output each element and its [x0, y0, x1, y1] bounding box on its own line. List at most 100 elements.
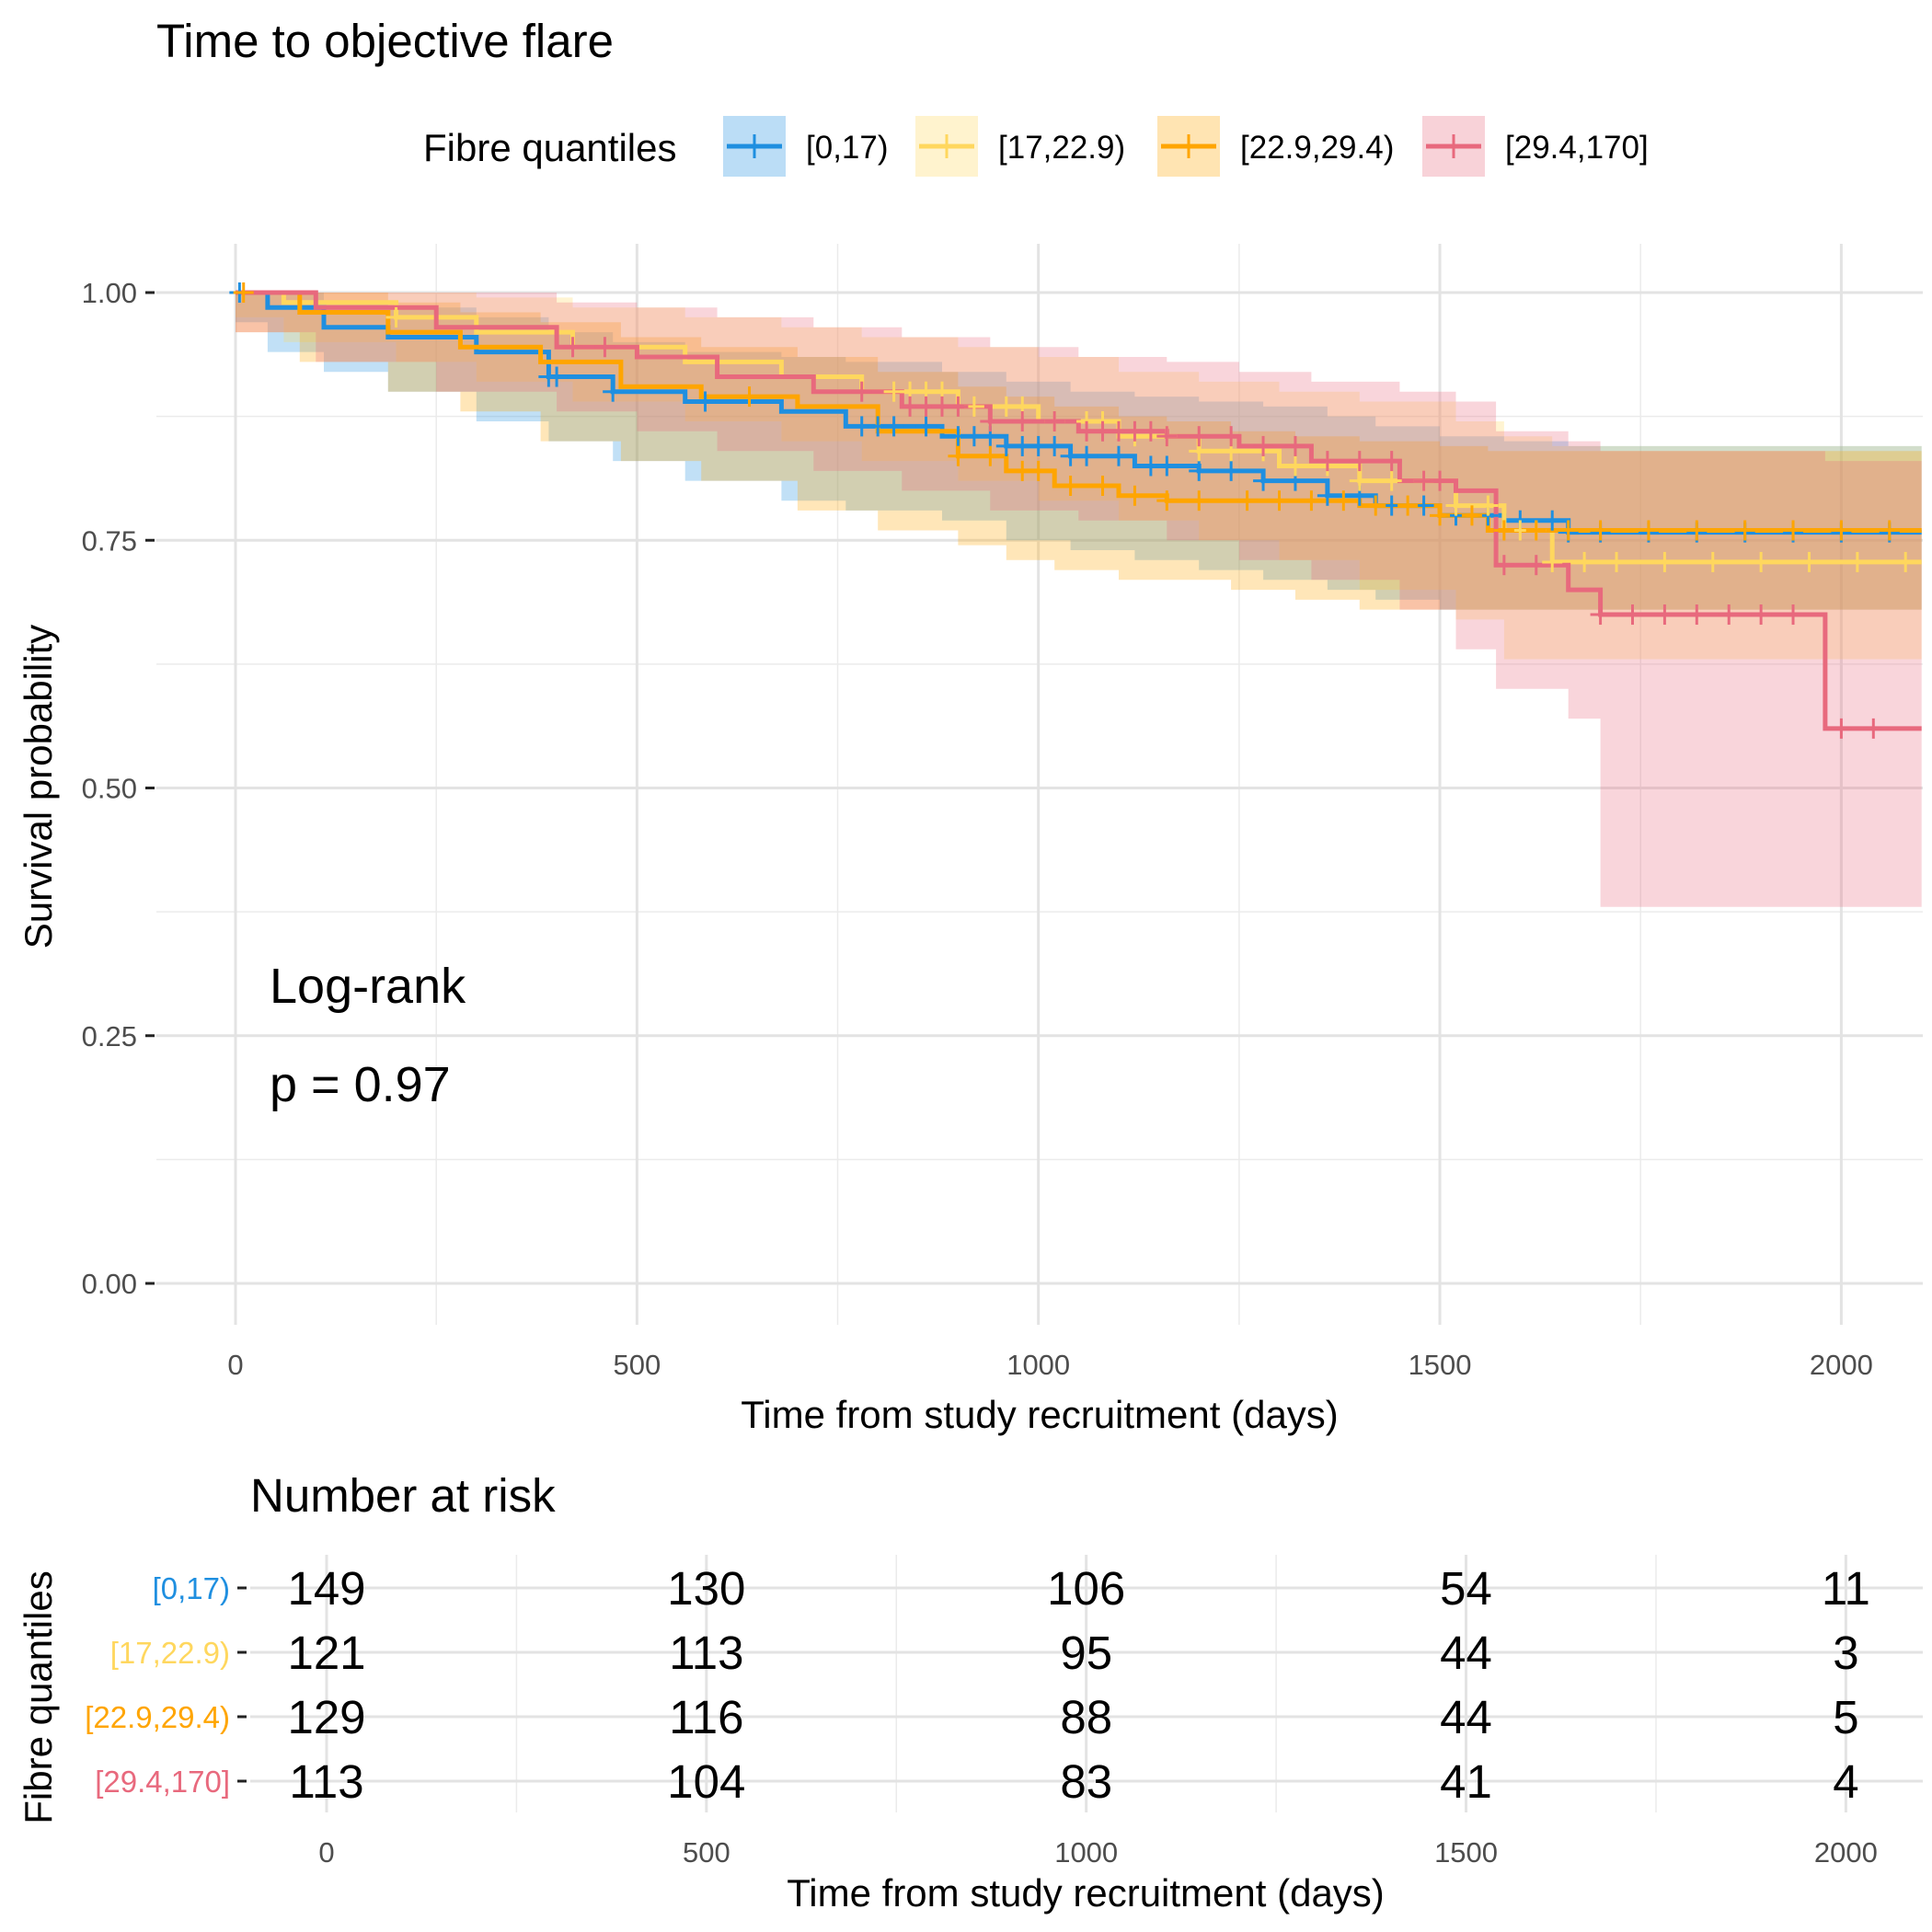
censor-mark [1846, 551, 1868, 572]
risk-x-tick-label: 500 [683, 1836, 730, 1869]
censor-mark [1156, 455, 1178, 477]
risk-cell: 88 [1060, 1691, 1112, 1743]
censor-mark [1189, 490, 1210, 512]
censor-mark [1349, 470, 1370, 491]
risk-cell: 106 [1047, 1562, 1125, 1615]
legend-item-0: [0,17) [723, 116, 889, 177]
y-tick-label: 0.25 [82, 1020, 137, 1052]
risk-row-label: [17,22.9) [110, 1636, 230, 1670]
legend-item-3: [29.4,170] [1422, 116, 1649, 177]
censor-mark [1879, 520, 1900, 541]
x-tick-label: 500 [613, 1349, 661, 1381]
p-value-label: p = 0.97 [270, 1057, 451, 1112]
censor-mark [1702, 551, 1723, 572]
censor-mark [1783, 520, 1804, 541]
censor-mark [1284, 455, 1305, 477]
censor-mark [1381, 451, 1402, 472]
censor-mark [1638, 520, 1659, 541]
risk-x-tick-label: 1000 [1054, 1836, 1118, 1869]
censor-mark [1060, 476, 1081, 497]
y-tick-label: 0.75 [82, 524, 137, 557]
censor-mark [1558, 520, 1579, 541]
censor-mark [1783, 604, 1804, 626]
censor-mark [1124, 485, 1145, 506]
risk-cell: 129 [287, 1691, 365, 1743]
y-tick-label: 0.00 [82, 1268, 137, 1300]
censor-mark [594, 337, 615, 358]
censor-mark [1686, 520, 1708, 541]
censor-mark [1221, 426, 1242, 447]
censor-mark [1445, 495, 1466, 516]
risk-cell: 5 [1833, 1691, 1858, 1743]
ci-band-1 [236, 293, 1922, 660]
risk-table-cells: 149 130 106 54 11 121 113 95 44 3 129 116 88 44 5 113 10… [287, 1562, 1869, 1808]
censor-mark [1012, 411, 1033, 432]
censor-mark [385, 306, 407, 328]
censor-mark [1542, 510, 1563, 531]
censor-mark [1751, 551, 1772, 572]
censor-mark [883, 416, 904, 437]
censor-mark [1253, 470, 1274, 491]
x-tick-label: 2000 [1810, 1349, 1873, 1381]
x-tick-label: 1000 [1006, 1349, 1070, 1381]
censor-mark [1751, 604, 1772, 626]
risk-cell: 54 [1440, 1562, 1492, 1615]
censor-mark [1189, 426, 1210, 447]
legend-label: [0,17) [806, 130, 889, 166]
censor-mark [1831, 718, 1852, 739]
censor-mark [1525, 555, 1547, 576]
risk-table-title: Number at risk [250, 1469, 556, 1522]
plot-grid [156, 244, 1923, 1325]
censor-mark [695, 391, 716, 412]
censor-mark [1654, 604, 1675, 626]
censor-mark [851, 381, 872, 402]
censor-mark [1381, 470, 1402, 491]
risk-x-tick-label: 2000 [1814, 1836, 1878, 1869]
risk-cell: 121 [287, 1627, 365, 1679]
risk-cell: 95 [1060, 1627, 1112, 1679]
censor-mark [546, 366, 568, 387]
censor-mark [1044, 435, 1065, 456]
censor-mark [1525, 520, 1547, 541]
risk-row-label: [29.4,170] [95, 1765, 230, 1799]
censor-mark [1493, 555, 1514, 576]
risk-cell: 104 [667, 1755, 745, 1808]
risk-cell: 11 [1822, 1562, 1870, 1615]
log-rank-label: Log-rank [270, 959, 466, 1014]
censor-mark [1301, 490, 1322, 512]
censor-mark [1284, 435, 1305, 456]
legend-item-1: [17,22.9) [915, 116, 1125, 177]
censor-mark [1606, 551, 1627, 572]
x-axis-label: Time from study recruitment (days) [741, 1393, 1339, 1436]
censor-mark [562, 337, 583, 358]
risk-x-tick-label: 1500 [1434, 1836, 1498, 1869]
risk-table-y-axis-label: Fibre quantiles [17, 1570, 60, 1823]
censor-mark [1221, 460, 1242, 481]
censor-mark [1140, 420, 1161, 442]
censor-mark [1654, 551, 1675, 572]
risk-cell: 44 [1440, 1691, 1492, 1743]
censor-mark [948, 396, 969, 417]
censor-mark [1397, 495, 1419, 516]
risk-cell: 130 [667, 1562, 745, 1615]
censor-mark [1461, 505, 1482, 526]
risk-table-x-axis-label: Time from study recruitment (days) [787, 1871, 1385, 1915]
risk-x-tick-label: 0 [318, 1836, 334, 1869]
censor-mark [980, 411, 1001, 432]
risk-table-row-labels: [0,17) [17,22.9) [22.9,29.4) [29.4,170] [85, 1571, 247, 1799]
censor-mark [1542, 551, 1563, 572]
censor-mark [1590, 520, 1611, 541]
censor-mark [1108, 445, 1129, 466]
risk-cell: 3 [1833, 1627, 1858, 1679]
x-axis: 0 500 1000 1500 2000 [227, 1349, 1873, 1381]
censor-mark [1574, 551, 1595, 572]
censor-mark [980, 445, 1001, 466]
censor-mark [1831, 520, 1852, 541]
censor-mark [1044, 411, 1065, 432]
y-tick-label: 0.50 [82, 773, 137, 805]
confidence-bands [236, 293, 1922, 907]
censor-mark [1734, 520, 1755, 541]
censor-mark [1189, 460, 1210, 481]
legend: Fibre quantiles [0,17) [17,22.9) [22.9,29.… [423, 116, 1649, 177]
censor-mark [1156, 426, 1178, 447]
